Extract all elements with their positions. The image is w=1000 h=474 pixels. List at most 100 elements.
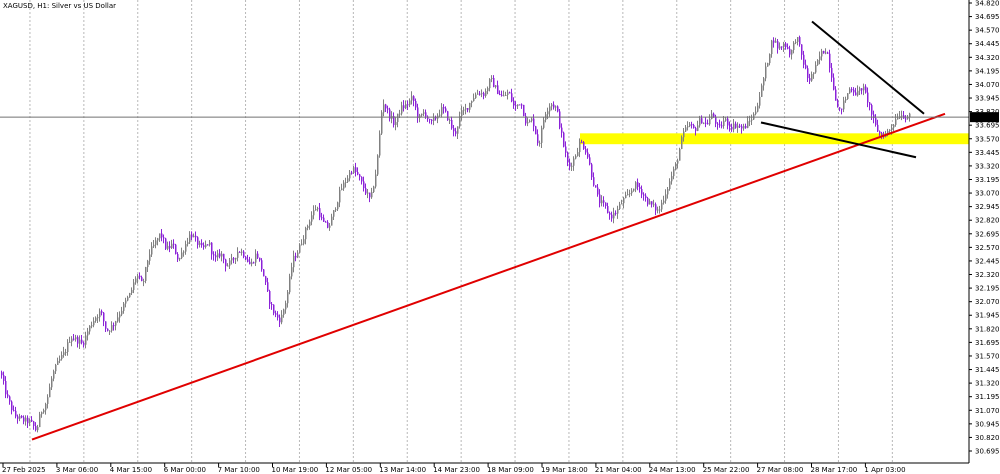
- candle-body: [99, 311, 101, 318]
- candle-body: [163, 237, 165, 239]
- candle-body: [815, 64, 817, 73]
- candle-body: [475, 94, 477, 99]
- x-tick-label: 10 Mar 19:00: [272, 466, 319, 474]
- candle-body: [367, 192, 369, 194]
- candle-body: [435, 117, 437, 119]
- candle-body: [411, 96, 413, 101]
- candle-body: [657, 209, 659, 211]
- trendline[interactable]: [31, 112, 946, 441]
- candle-body: [781, 46, 783, 48]
- candle-body: [305, 227, 307, 240]
- candle-body: [393, 116, 395, 125]
- candle-body: [365, 188, 367, 194]
- candle-body: [893, 124, 895, 128]
- candle-body: [459, 115, 461, 127]
- candle-body: [117, 317, 119, 322]
- candle-body: [633, 188, 635, 191]
- candle-body: [335, 209, 337, 211]
- x-tick-label: 19 Mar 18:00: [541, 466, 588, 474]
- candle-body: [289, 276, 291, 293]
- candle-body: [223, 253, 225, 260]
- candle-body: [833, 77, 835, 90]
- candle-body: [279, 317, 281, 323]
- candle-body: [147, 260, 149, 268]
- x-tick-label: 24 Mar 13:00: [649, 466, 696, 474]
- candle-body: [123, 303, 125, 311]
- candle-body: [707, 123, 709, 125]
- candle-body: [421, 113, 423, 116]
- candle-body: [669, 181, 671, 190]
- y-tick-label: 32.320: [975, 271, 1000, 279]
- candle-body: [325, 221, 327, 223]
- candle-body: [825, 52, 827, 54]
- candle-body: [51, 378, 53, 388]
- candle-body: [723, 120, 725, 127]
- candle-body: [761, 85, 763, 97]
- candle-body: [69, 341, 71, 343]
- candle-body: [477, 93, 479, 95]
- candle-body: [527, 122, 529, 124]
- candle-body: [517, 104, 519, 107]
- wedge-lower-line[interactable]: [760, 121, 917, 159]
- candle-body: [539, 142, 541, 144]
- candle-body: [531, 118, 533, 121]
- candle-body: [245, 256, 247, 260]
- candle-body: [387, 108, 389, 110]
- candle-body: [455, 131, 457, 134]
- current-price-tag: 33.769: [970, 112, 999, 123]
- y-tick-label: 33.195: [975, 176, 1000, 184]
- candle-body: [879, 131, 881, 134]
- candle-body: [251, 262, 253, 265]
- candle-body: [751, 119, 753, 121]
- candle-body: [167, 245, 169, 249]
- candle-body: [83, 342, 85, 345]
- candle-body: [835, 89, 837, 101]
- candle-body: [605, 202, 607, 207]
- candle-body: [161, 233, 163, 238]
- candle-body: [555, 106, 557, 108]
- candle-body: [537, 134, 539, 144]
- candle-body: [551, 104, 553, 107]
- candle-body: [805, 64, 807, 69]
- candle-body: [559, 111, 561, 128]
- candle-body: [319, 208, 321, 218]
- candle-body: [813, 72, 815, 75]
- x-tick-label: 14 Mar 23:00: [433, 466, 480, 474]
- candle-body: [389, 109, 391, 119]
- candle-body: [67, 342, 69, 353]
- candle-body: [93, 320, 95, 326]
- y-tick-label: 34.695: [975, 13, 1000, 21]
- candle-body: [787, 47, 789, 49]
- candle-body: [317, 208, 319, 210]
- candle-body: [627, 194, 629, 196]
- candle-body: [637, 182, 639, 187]
- candle-body: [907, 117, 909, 119]
- wedge-upper-line[interactable]: [811, 20, 925, 115]
- candle-body: [489, 79, 491, 89]
- candle-body: [53, 371, 55, 379]
- candle-body: [199, 242, 201, 245]
- candle-body: [195, 235, 197, 238]
- y-tick-label: 34.320: [975, 54, 1000, 62]
- candle-body: [607, 206, 609, 214]
- candle-body: [841, 108, 843, 110]
- chart-title: XAGUSD, H1: Silver vs US Dollar: [3, 2, 116, 10]
- candle-body: [395, 122, 397, 125]
- candle-body: [719, 124, 721, 126]
- candle-body: [875, 117, 877, 125]
- candle-body: [469, 102, 471, 110]
- candle-body: [811, 74, 813, 81]
- candle-body: [41, 412, 43, 415]
- candle-body: [375, 174, 377, 187]
- y-tick-label: 34.070: [975, 81, 1000, 89]
- candle-body: [595, 185, 597, 188]
- candle-body: [797, 37, 799, 42]
- candle-body: [729, 125, 731, 127]
- candle-body: [795, 41, 797, 43]
- y-tick-label: 31.945: [975, 312, 1000, 320]
- candle-body: [769, 54, 771, 64]
- candle-body: [89, 325, 91, 332]
- candle-body: [481, 93, 483, 95]
- candle-body: [511, 93, 513, 102]
